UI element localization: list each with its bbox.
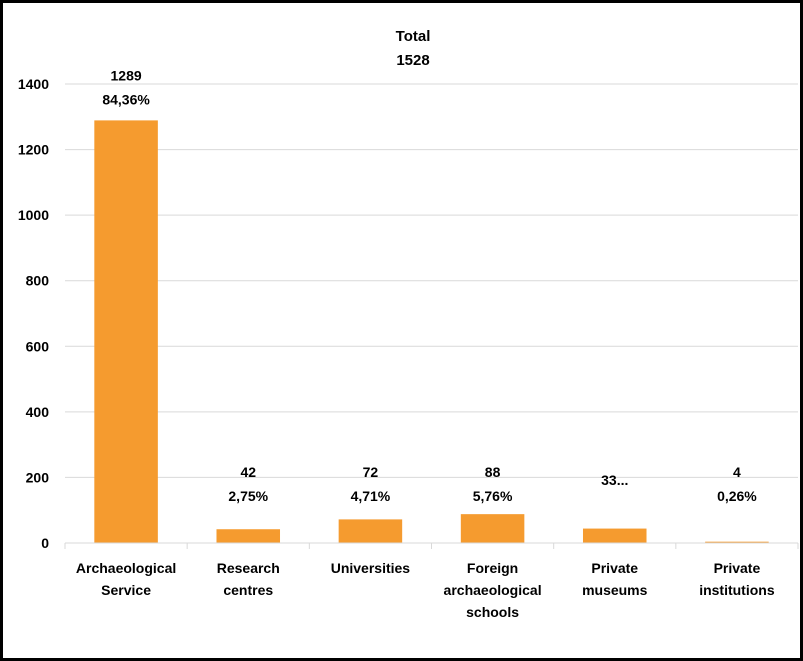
data-label: 33... (601, 472, 628, 488)
y-tick-label: 1200 (18, 142, 49, 158)
y-axis-tick-labels: 0 200 400 600 800 1000 1200 1400 (18, 76, 49, 551)
bar (582, 528, 647, 543)
x-tick-label: Research (217, 560, 280, 576)
data-labels: 1289 84,36% 42 2,75% 72 4,71% 88 5,76% 33... 4 0,2… (102, 67, 757, 504)
x-axis-category-labels: Archaeological Service Research centres Univ… (76, 560, 775, 620)
data-label: 42 (240, 464, 256, 480)
bar (94, 120, 158, 543)
x-tick-label: Archaeological (76, 560, 176, 576)
bar (216, 529, 281, 543)
bar-chart: 0 200 400 600 800 1000 1200 1400 Archaeological… (18, 28, 799, 620)
y-tick-label: 600 (26, 338, 50, 354)
data-label: 1289 (111, 67, 142, 83)
x-tick-label: museums (582, 582, 648, 598)
data-label: 0,26% (717, 488, 757, 504)
x-tick-label: Private (591, 560, 638, 576)
bar (460, 514, 525, 543)
x-tick-label: Universities (331, 560, 411, 576)
data-label: 2,75% (228, 488, 268, 504)
x-tick-label: schools (466, 604, 519, 620)
y-tick-label: 1000 (18, 207, 49, 223)
bar (338, 519, 403, 543)
data-label: 5,76% (473, 488, 513, 504)
x-tick-label: Foreign (467, 560, 518, 576)
data-label: 84,36% (102, 91, 150, 107)
y-tick-label: 0 (41, 535, 49, 551)
bars (94, 120, 769, 543)
bar (705, 541, 769, 543)
data-label: 4 (733, 464, 741, 480)
data-label: 72 (363, 464, 379, 480)
x-tick-label: Service (101, 582, 151, 598)
chart-subtitle: 1528 (396, 52, 429, 69)
gridlines (65, 83, 798, 478)
chart-title: Total (396, 28, 431, 45)
x-tick-label: institutions (699, 582, 775, 598)
x-tick-label: centres (223, 582, 273, 598)
data-label: 88 (485, 464, 501, 480)
y-tick-label: 200 (26, 469, 50, 485)
y-tick-label: 1400 (18, 76, 49, 92)
data-label: 4,71% (351, 488, 391, 504)
x-tick-label: Private (714, 560, 761, 576)
x-axis (64, 542, 799, 549)
x-tick-label: archaeological (444, 582, 542, 598)
y-tick-label: 800 (26, 273, 50, 289)
y-tick-label: 400 (26, 404, 50, 420)
